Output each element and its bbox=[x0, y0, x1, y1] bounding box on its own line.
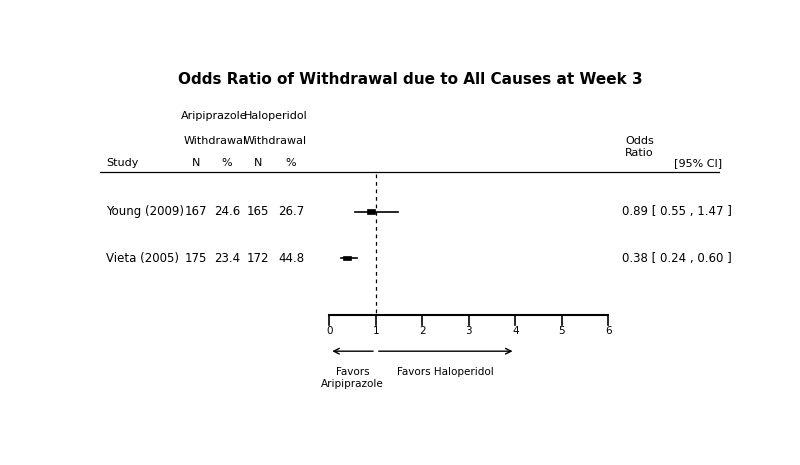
Text: 167: 167 bbox=[185, 205, 207, 218]
Text: Favors Haloperidol: Favors Haloperidol bbox=[398, 367, 494, 377]
Text: Aripiprazole: Aripiprazole bbox=[182, 111, 248, 121]
Text: 24.6: 24.6 bbox=[214, 205, 240, 218]
Text: Favors
Aripiprazole: Favors Aripiprazole bbox=[322, 367, 384, 389]
Text: 1: 1 bbox=[373, 326, 379, 336]
Text: 3: 3 bbox=[466, 326, 472, 336]
Text: 0.89 [ 0.55 , 1.47 ]: 0.89 [ 0.55 , 1.47 ] bbox=[622, 205, 731, 218]
Text: Haloperidol: Haloperidol bbox=[243, 111, 307, 121]
Text: N: N bbox=[254, 158, 262, 168]
Text: [95% CI]: [95% CI] bbox=[674, 158, 722, 168]
Text: Withdrawal: Withdrawal bbox=[244, 136, 307, 146]
Text: 2: 2 bbox=[419, 326, 426, 336]
Text: 4: 4 bbox=[512, 326, 518, 336]
Text: 0.38 [ 0.24 , 0.60 ]: 0.38 [ 0.24 , 0.60 ] bbox=[622, 252, 731, 265]
Text: 175: 175 bbox=[185, 252, 207, 265]
Text: Young (2009): Young (2009) bbox=[106, 205, 184, 218]
Text: Odds
Ratio: Odds Ratio bbox=[625, 136, 654, 158]
Text: %: % bbox=[222, 158, 233, 168]
Text: %: % bbox=[286, 158, 296, 168]
Text: 5: 5 bbox=[558, 326, 566, 336]
Text: Vieta (2005): Vieta (2005) bbox=[106, 252, 179, 265]
Text: 0: 0 bbox=[326, 326, 333, 336]
Text: 172: 172 bbox=[247, 252, 270, 265]
Text: 23.4: 23.4 bbox=[214, 252, 240, 265]
Text: 26.7: 26.7 bbox=[278, 205, 304, 218]
Text: 44.8: 44.8 bbox=[278, 252, 304, 265]
Text: N: N bbox=[192, 158, 200, 168]
Bar bbox=[343, 256, 351, 260]
Text: 165: 165 bbox=[247, 205, 270, 218]
Text: Odds Ratio of Withdrawal due to All Causes at Week 3: Odds Ratio of Withdrawal due to All Caus… bbox=[178, 72, 642, 87]
Text: 6: 6 bbox=[605, 326, 612, 336]
Bar bbox=[366, 209, 375, 214]
Text: Study: Study bbox=[106, 158, 138, 168]
Text: Withdrawal: Withdrawal bbox=[183, 136, 246, 146]
